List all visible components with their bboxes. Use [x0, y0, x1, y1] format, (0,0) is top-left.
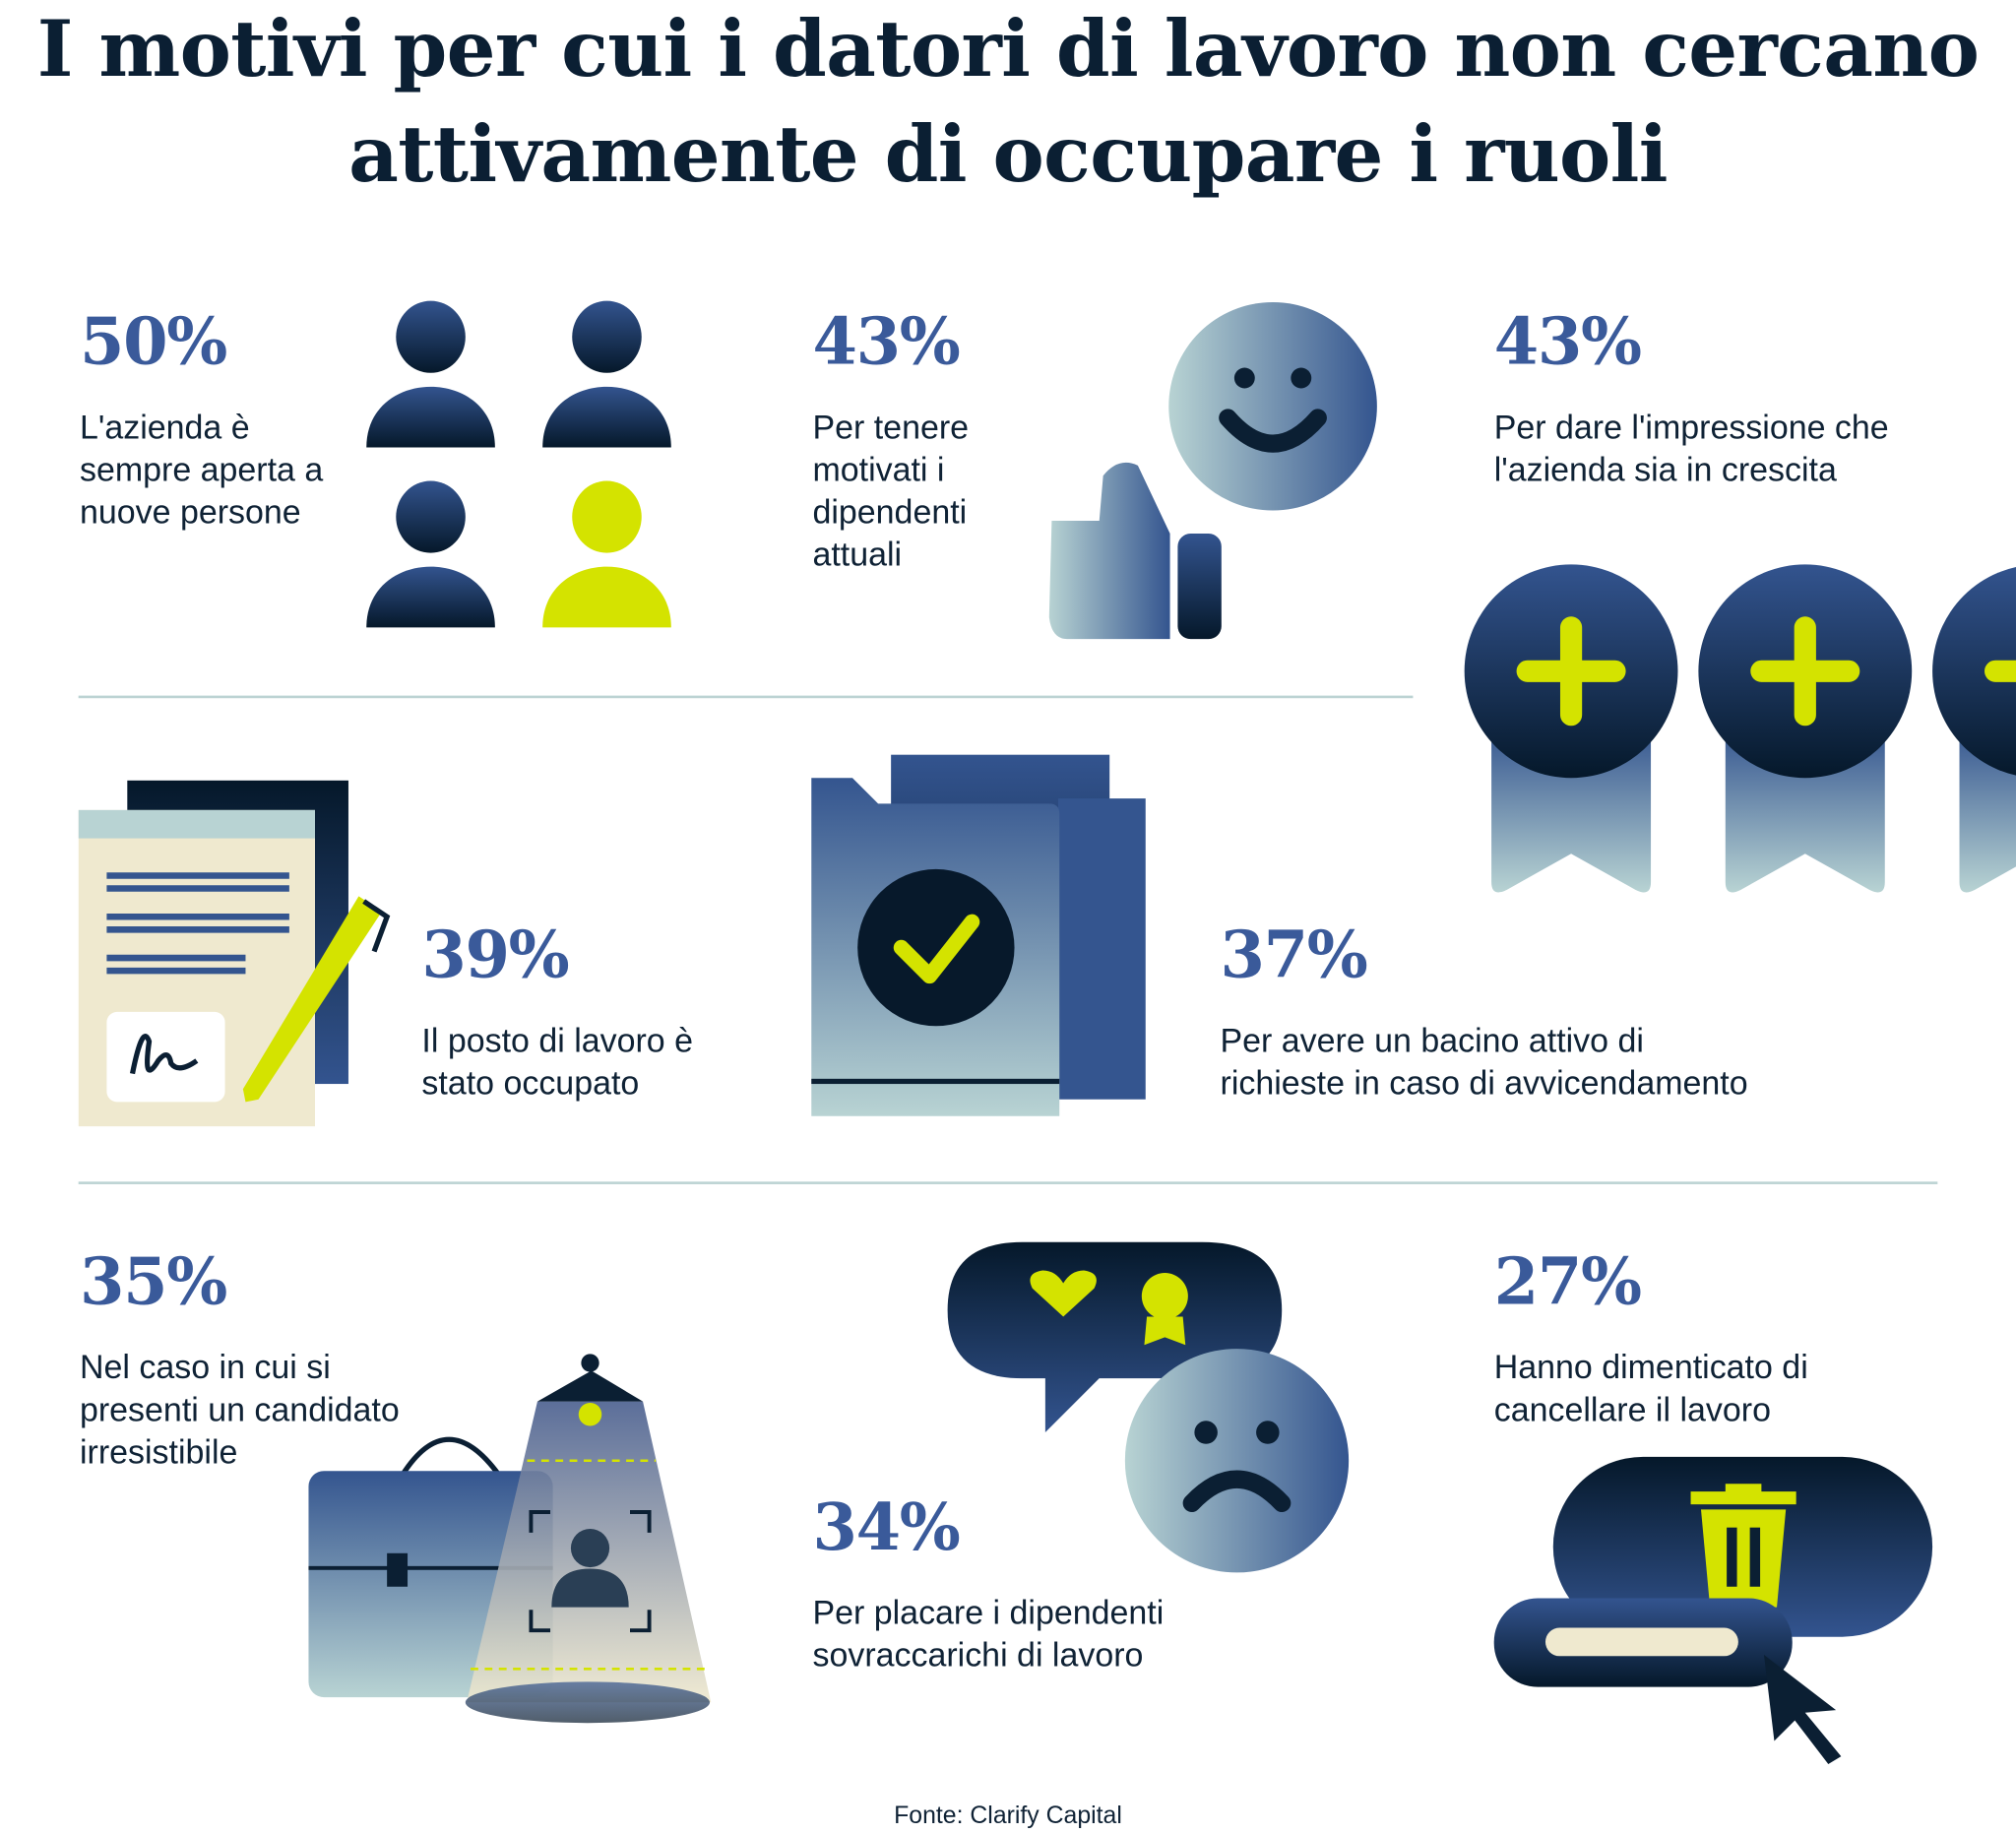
- stat-percent-5: 37%: [1220, 917, 1368, 993]
- checked-folder-icon: [811, 754, 1146, 1116]
- stat-text-2: Per tenere motivati i dipendenti attuali: [812, 408, 970, 574]
- stat-text-7: Per placare i dipendenti sovraccarichi d…: [812, 1593, 1165, 1675]
- plus-medals-icon: [1464, 564, 2016, 893]
- stat-text-5: Per avere un bacino attivo di richieste …: [1220, 1021, 1748, 1103]
- briefcase-spotlight-icon: [308, 1354, 712, 1724]
- stat-percent-2: 43%: [812, 303, 960, 380]
- stat-text-1: L'azienda è sempre aperta a nuove person…: [79, 408, 324, 532]
- stat-percent-7: 34%: [812, 1488, 960, 1565]
- stat-percent-4: 39%: [421, 917, 569, 993]
- stat-percent-6: 35%: [79, 1243, 227, 1320]
- signed-contract-icon: [78, 780, 391, 1127]
- trash-cursor-icon: [1493, 1456, 1933, 1764]
- stat-percent-8: 27%: [1493, 1243, 1642, 1320]
- people-group-icon: [366, 300, 671, 628]
- stat-text-4: Il posto di lavoro è stato occupato: [421, 1021, 694, 1103]
- stat-text-6: Nel caso in cui si presenti un candidato…: [79, 1347, 400, 1472]
- stat-percent-1: 50%: [79, 303, 227, 380]
- divider-2: [78, 1181, 1938, 1184]
- source-caption: Fonte: Clarify Capital: [894, 1802, 1122, 1830]
- stat-percent-3: 43%: [1493, 303, 1642, 380]
- sad-face-speech-bubble-icon: [947, 1241, 1350, 1573]
- stat-text-8: Hanno dimenticato di cancellare il lavor…: [1493, 1347, 1808, 1429]
- title-line-2: attivamente di occupare i ruoli: [348, 110, 1668, 201]
- smiley-thumbs-up-icon: [1048, 301, 1377, 640]
- title-line-1: I motivi per cui i datori di lavoro non …: [36, 5, 1980, 95]
- stat-text-3: Per dare l'impressione che l'azienda sia…: [1493, 408, 1889, 489]
- divider-1: [78, 695, 1414, 699]
